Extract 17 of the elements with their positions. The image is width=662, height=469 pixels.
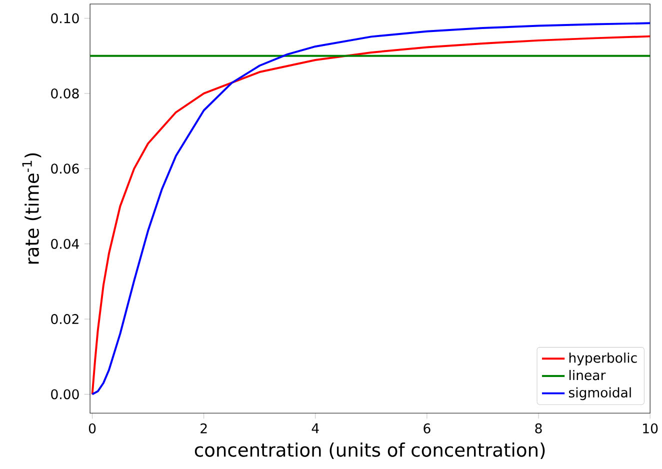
y-tick-label: 0.00 bbox=[51, 389, 79, 400]
y-tick-label: 0.04 bbox=[51, 239, 79, 250]
x-tick-label: 8 bbox=[535, 424, 542, 434]
y-axis-title: rate (time$^{-1}$) bbox=[22, 154, 42, 264]
legend-label: hyperbolic bbox=[569, 352, 637, 366]
y-tick-label: 0.06 bbox=[51, 164, 79, 174]
y-tick-label: 0.10 bbox=[51, 13, 79, 24]
y-tick-label: 0.08 bbox=[51, 88, 79, 99]
y-tick-label: 0.02 bbox=[51, 314, 78, 324]
x-tick-label: 6 bbox=[424, 424, 430, 434]
legend-label: sigmoidal bbox=[568, 387, 631, 400]
x-tick-label: 0 bbox=[88, 424, 96, 434]
x-tick-label: 4 bbox=[312, 424, 319, 434]
legend-label: linear bbox=[569, 370, 606, 380]
x-tick-label: 2 bbox=[200, 424, 207, 434]
x-axis-title: concentration (units of concentration) bbox=[194, 442, 545, 460]
x-tick-label: 10 bbox=[643, 424, 658, 434]
